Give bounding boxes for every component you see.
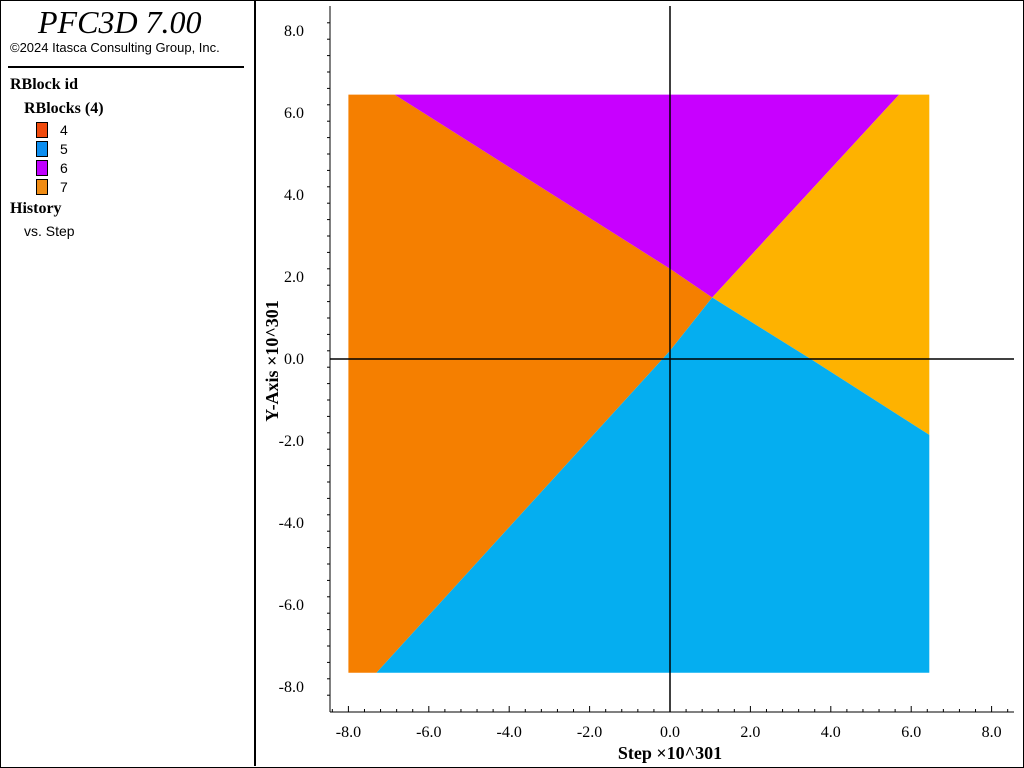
region-gold-right xyxy=(712,94,930,435)
y-tick-label: -8.0 xyxy=(279,679,304,696)
legend-heading: RBlock id xyxy=(10,76,79,93)
legend-item-label: 4 xyxy=(60,122,68,138)
legend-swatch xyxy=(36,122,48,138)
tick-marks xyxy=(327,22,1009,712)
legend-swatch xyxy=(36,141,48,157)
y-tick-label: -2.0 xyxy=(279,433,304,450)
y-tick-label: 0.0 xyxy=(284,351,304,368)
axes xyxy=(329,6,1014,713)
legend-swatch xyxy=(36,160,48,176)
x-tick-label: -4.0 xyxy=(497,724,522,741)
legend-panel: PFC3D 7.00 ©2024 Itasca Consulting Group… xyxy=(0,0,256,766)
x-axis-title: Step ×10^301 xyxy=(618,743,722,763)
history-heading: History xyxy=(10,200,62,217)
y-tick-label: 4.0 xyxy=(284,187,304,204)
x-tick-label: 4.0 xyxy=(821,724,841,741)
x-tick-label: -6.0 xyxy=(416,724,441,741)
x-tick-label: 0.0 xyxy=(660,724,680,741)
app-title: PFC3D 7.00 xyxy=(38,4,202,40)
plot-area[interactable]: -8.0 -6.0 -4.0 -2.0 0.0 2.0 4.0 6.0 8.0 8.0 6.0 4.0… xyxy=(258,0,1022,766)
copyright-text: ©2024 Itasca Consulting Group, Inc. xyxy=(10,40,220,55)
legend-group-label: RBlocks (4) xyxy=(24,100,104,117)
legend-swatch xyxy=(36,179,48,195)
legend-item-label: 6 xyxy=(60,160,68,176)
x-tick-label: 6.0 xyxy=(901,724,921,741)
y-tick-label: -6.0 xyxy=(279,597,304,614)
x-tick-label: -2.0 xyxy=(577,724,602,741)
y-tick-label: 2.0 xyxy=(284,269,304,286)
legend-item-label: 7 xyxy=(60,179,68,195)
block-regions xyxy=(348,94,930,673)
region-blue-bottom xyxy=(376,297,930,673)
legend-item-label: 5 xyxy=(60,141,68,157)
tick-labels: -8.0 -6.0 -4.0 -2.0 0.0 2.0 4.0 6.0 8.0 8.0 6.0 4.0… xyxy=(279,23,1002,741)
history-item: vs. Step xyxy=(24,223,75,239)
region-orange-left xyxy=(348,94,713,673)
x-tick-label: 8.0 xyxy=(982,724,1002,741)
y-axis-title: Y-Axis ×10^301 xyxy=(262,300,282,422)
title-divider xyxy=(8,66,244,68)
x-tick-label: -8.0 xyxy=(336,724,361,741)
region-purple-top xyxy=(394,94,900,298)
y-tick-label: 6.0 xyxy=(284,105,304,122)
x-tick-label: 2.0 xyxy=(740,724,760,741)
y-tick-label: -4.0 xyxy=(279,515,304,532)
y-tick-label: 8.0 xyxy=(284,23,304,40)
